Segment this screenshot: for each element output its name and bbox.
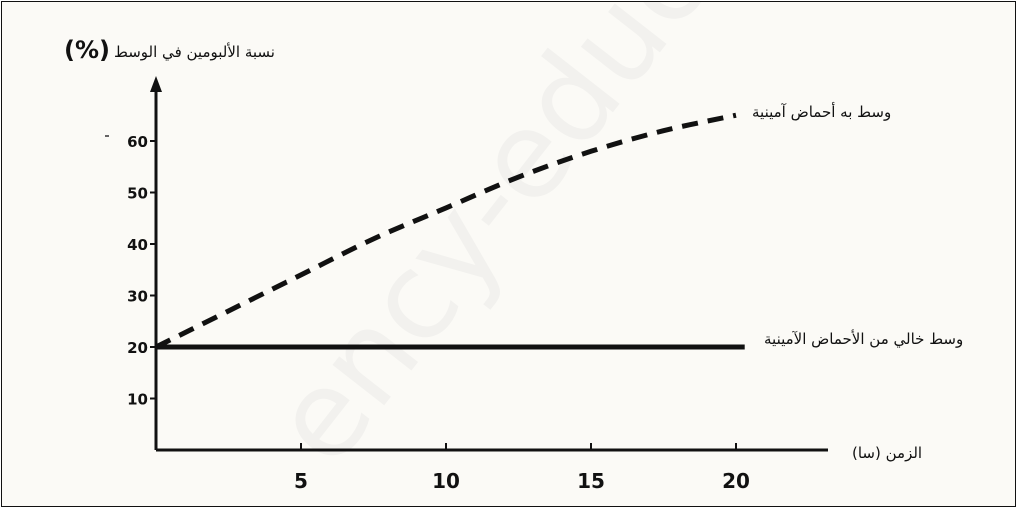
axes: 10 20 30 40 50 60 5 10 15 20 xyxy=(105,76,828,493)
y-tick-label: 50 xyxy=(127,185,148,203)
series-line-with-amino-acids xyxy=(154,112,737,350)
x-tick-label: 5 xyxy=(294,469,308,493)
y-tick-label: 10 xyxy=(127,391,148,409)
watermark-text: ency-educati xyxy=(245,2,831,490)
series-label-without-amino-acids: وسط خالي من الأحماض الآمينية xyxy=(764,329,963,349)
series-label-with-amino-acids: وسط به أحماض آمينية xyxy=(752,102,891,121)
series-layer xyxy=(154,112,745,350)
x-tick-label: 15 xyxy=(577,469,605,493)
y-axis-arrow xyxy=(150,76,162,92)
y-tick-label: 20 xyxy=(127,339,148,357)
y-tick-label: 40 xyxy=(127,236,148,254)
x-tick-label: 20 xyxy=(722,469,750,493)
x-tick-label: 10 xyxy=(432,469,460,493)
y-axis-label: نسبة الألبومين في الوسط xyxy=(114,42,275,62)
labels-layer: (%) نسبة الألبومين في الوسط الزمن (سا) و… xyxy=(64,36,963,462)
y-tick-label: 30 xyxy=(127,288,148,306)
y-axis-unit: (%) xyxy=(64,36,110,64)
x-axis-label: الزمن (سا) xyxy=(852,444,922,462)
y-tick-label: 60 xyxy=(127,133,148,151)
